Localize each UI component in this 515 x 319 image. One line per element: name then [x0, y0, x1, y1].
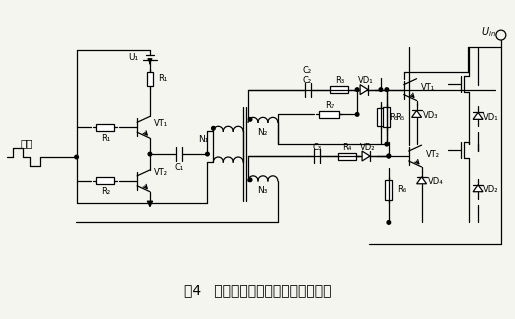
Text: C₂: C₂ [303, 66, 312, 75]
Circle shape [148, 152, 152, 156]
Text: VD₄: VD₄ [427, 177, 443, 186]
Polygon shape [360, 85, 368, 94]
Circle shape [385, 142, 389, 146]
Circle shape [379, 88, 383, 92]
Polygon shape [417, 177, 426, 184]
Bar [377, 108, 384, 126]
Circle shape [387, 154, 391, 158]
Text: R₅: R₅ [389, 113, 398, 122]
Circle shape [355, 88, 359, 92]
Text: R₂: R₂ [101, 187, 110, 196]
Text: 图4   新型的不对称半桥隔离驱动电路: 图4 新型的不对称半桥隔离驱动电路 [184, 283, 332, 297]
Text: C₁: C₁ [174, 163, 183, 173]
Text: R₁: R₁ [101, 134, 110, 143]
Polygon shape [362, 151, 370, 161]
Text: N₃: N₃ [257, 186, 267, 195]
Text: C₃: C₃ [313, 143, 322, 152]
Circle shape [248, 178, 252, 182]
Text: N₁: N₁ [198, 135, 209, 144]
Text: VT₁: VT₁ [154, 119, 168, 128]
Bar [147, 72, 153, 85]
Text: VD₂: VD₂ [483, 185, 499, 194]
Polygon shape [473, 112, 483, 119]
Text: VD₁: VD₁ [483, 113, 499, 122]
Bar [338, 152, 356, 160]
Bar [96, 177, 114, 184]
Polygon shape [473, 185, 483, 192]
Text: VD₁: VD₁ [358, 76, 374, 85]
Circle shape [387, 221, 391, 224]
Bar [96, 124, 114, 131]
Bar [383, 108, 390, 127]
Text: VD₂: VD₂ [360, 143, 376, 152]
Text: R₇: R₇ [325, 101, 334, 110]
Text: 脉冲: 脉冲 [21, 138, 33, 148]
Circle shape [387, 154, 391, 158]
Text: VT₁: VT₁ [421, 83, 435, 92]
Circle shape [355, 113, 359, 116]
Text: U₁: U₁ [128, 53, 138, 63]
Text: C₂: C₂ [303, 76, 312, 85]
Text: R₁: R₁ [158, 74, 167, 83]
Text: R₅: R₅ [395, 113, 404, 122]
Text: R₃: R₃ [335, 76, 344, 85]
Text: R₆: R₆ [397, 185, 406, 194]
Bar [385, 180, 392, 200]
Text: VD₃: VD₃ [422, 111, 438, 120]
Text: R₄: R₄ [342, 143, 352, 152]
Circle shape [212, 127, 215, 130]
Text: VT₂: VT₂ [154, 168, 168, 177]
Bar [330, 86, 348, 93]
Circle shape [205, 152, 209, 156]
Circle shape [385, 88, 389, 92]
Polygon shape [411, 110, 422, 117]
Circle shape [248, 118, 252, 121]
Circle shape [75, 155, 78, 159]
Text: VT₂: VT₂ [425, 150, 439, 159]
Text: N₂: N₂ [257, 128, 267, 137]
Bar [319, 111, 339, 118]
Text: $U_{in}$: $U_{in}$ [480, 25, 495, 39]
